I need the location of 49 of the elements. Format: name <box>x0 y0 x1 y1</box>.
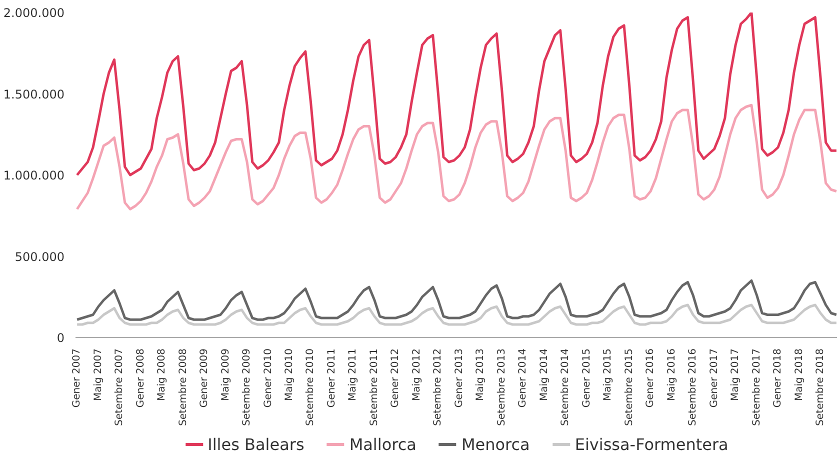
x-tick-label: Maig 2008 <box>156 348 168 402</box>
line-series <box>76 12 837 176</box>
x-tick-label: Gener 2010 <box>262 348 274 408</box>
x-tick-label: Setembre 2011 <box>368 348 380 426</box>
x-tick-label: Maig 2017 <box>730 348 742 402</box>
x-tick-label: Maig 2011 <box>348 348 359 402</box>
x-tick-label: Maig 2012 <box>411 348 422 402</box>
x-tick-label: Maig 2010 <box>284 348 295 402</box>
x-tick-label: Setembre 2008 <box>178 348 189 426</box>
x-tick-label: Maig 2007 <box>92 348 104 402</box>
x-tick-label: Setembre 2017 <box>751 348 762 426</box>
y-tick-label: 1.500.000 <box>3 87 65 102</box>
x-tick-label: Gener 2012 <box>390 348 402 408</box>
x-tick-label: Gener 2018 <box>772 348 784 408</box>
x-tick-label: Maig 2015 <box>602 348 614 402</box>
x-tick-label: Gener 2016 <box>645 348 656 408</box>
y-tick-label: 2.000.000 <box>3 6 65 20</box>
y-tick-label: 500.000 <box>14 250 64 264</box>
x-tick-label: Gener 2013 <box>454 348 465 408</box>
legend-label: Illes Balears <box>208 434 304 454</box>
line-series <box>76 104 837 210</box>
line-series <box>76 279 837 321</box>
x-tick-label: Setembre 2015 <box>624 348 635 426</box>
x-tick-label: Setembre 2012 <box>432 348 444 426</box>
x-tick-label: Setembre 2007 <box>114 348 126 426</box>
x-tick-label: Setembre 2009 <box>242 348 253 426</box>
y-tick-label: 1.000.000 <box>3 168 65 182</box>
x-tick-label: Gener 2014 <box>518 348 529 408</box>
line-series <box>76 304 837 326</box>
legend-label: Eivissa-Formentera <box>574 434 728 454</box>
x-tick-label: Gener 2015 <box>581 348 592 408</box>
legend-label: Menorca <box>461 434 530 454</box>
x-tick-label: Setembre 2018 <box>815 348 826 426</box>
x-tick-label: Gener 2008 <box>135 348 146 408</box>
x-tick-label: Maig 2018 <box>794 348 805 402</box>
x-tick-label: Maig 2013 <box>475 348 486 402</box>
y-tick-label: 0 <box>56 331 65 345</box>
x-tick-label: Setembre 2014 <box>560 348 572 426</box>
x-tick-label: Maig 2009 <box>220 348 232 402</box>
x-tick-label: Setembre 2013 <box>496 348 508 426</box>
legend-label: Mallorca <box>349 434 416 454</box>
x-tick-label: Gener 2011 <box>326 348 338 408</box>
x-tick-label: Maig 2014 <box>538 348 550 402</box>
x-tick-label: Gener 2009 <box>199 348 210 408</box>
x-tick-label: Gener 2017 <box>708 348 720 408</box>
x-tick-label: Gener 2007 <box>72 348 83 408</box>
x-tick-label: Setembre 2016 <box>688 348 699 426</box>
x-tick-label: Setembre 2010 <box>305 348 316 426</box>
x-tick-label: Maig 2016 <box>666 348 678 402</box>
